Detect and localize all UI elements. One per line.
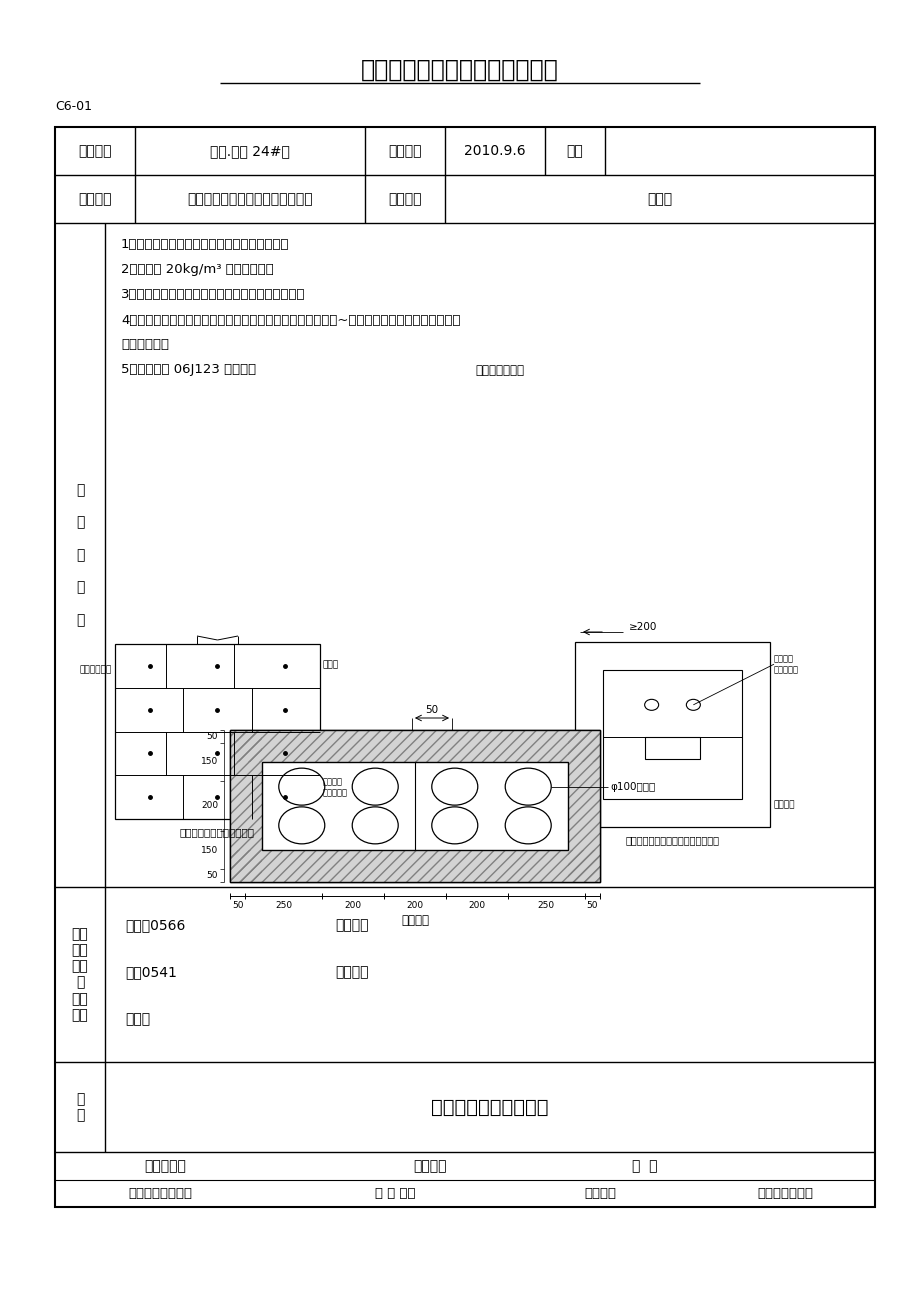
Bar xyxy=(230,850,599,881)
Text: φ100胶粘剂: φ100胶粘剂 xyxy=(609,781,654,792)
Bar xyxy=(115,644,320,819)
Text: 4、网格布均按要求翻包，一层、洞口处采用加强网格布，二~顶层采用一层网格布。网格布已: 4、网格布均按要求翻包，一层、洞口处采用加强网格布，二~顶层采用一层网格布。网格… xyxy=(121,314,460,327)
Bar xyxy=(230,730,599,762)
Text: ≥200: ≥200 xyxy=(629,622,657,631)
Text: 编号: 编号 xyxy=(566,145,583,158)
Text: 经验收合格，同意隐蔽: 经验收合格，同意隐蔽 xyxy=(431,1098,548,1117)
Text: 网格布：: 网格布： xyxy=(335,965,369,979)
Text: 砂：0541: 砂：0541 xyxy=(125,965,176,979)
Text: 200: 200 xyxy=(200,802,218,811)
Text: 监理工程师: 监理工程师 xyxy=(144,1159,186,1173)
Text: 苯板胶：: 苯板胶： xyxy=(335,918,369,932)
Text: 聚苯板洞口四角切割和顶部锚固要求: 聚苯板洞口四角切割和顶部锚固要求 xyxy=(625,835,719,845)
Text: 主要
材料
规格
及
试验
编号: 主要 材料 规格 及 试验 编号 xyxy=(72,927,88,1022)
Text: 扬州裕元建设有限公司齐市分公司: 扬州裕元建设有限公司齐市分公司 xyxy=(187,191,312,206)
Text: 250: 250 xyxy=(537,901,554,910)
Text: 200: 200 xyxy=(468,901,484,910)
Text: 验收时间: 验收时间 xyxy=(388,145,421,158)
Text: 5、施工依据 06J123 定型图。: 5、施工依据 06J123 定型图。 xyxy=(121,363,255,376)
Text: C6-01: C6-01 xyxy=(55,100,92,113)
Text: 尼龙锚栓
或专用锚钉: 尼龙锚栓 或专用锚钉 xyxy=(323,777,347,797)
Text: 聚苯板排列及锚固点布置图: 聚苯板排列及锚固点布置图 xyxy=(180,827,255,837)
Text: 250: 250 xyxy=(275,901,292,910)
Text: 工程名称: 工程名称 xyxy=(78,145,111,158)
Text: 施工技术: 施工技术 xyxy=(413,1159,447,1173)
Text: 1、所用材料均经过进场二次化验合格后使用。: 1、所用材料均经过进场二次化验合格后使用。 xyxy=(121,238,289,251)
Text: 负 责 人：: 负 责 人： xyxy=(374,1186,414,1199)
Text: 50: 50 xyxy=(206,732,218,741)
Bar xyxy=(602,671,742,799)
Text: 依

据

及

内

容: 依 据 及 内 容 xyxy=(75,483,85,626)
Bar xyxy=(574,642,769,827)
Text: 按要求放置。: 按要求放置。 xyxy=(121,339,169,352)
Text: 施  工: 施 工 xyxy=(631,1159,657,1173)
Bar xyxy=(567,730,599,881)
Bar xyxy=(230,730,599,881)
Text: 苯板施工节点图: 苯板施工节点图 xyxy=(475,365,524,378)
Text: （建设单位代表）: （建设单位代表） xyxy=(128,1186,192,1199)
Text: 门窗洞口: 门窗洞口 xyxy=(773,801,795,810)
Bar xyxy=(230,730,262,881)
Text: 正立面: 正立面 xyxy=(647,191,672,206)
Bar xyxy=(644,737,699,759)
Text: 外墙保温隐蔽工程检查验收记录: 外墙保温隐蔽工程检查验收记录 xyxy=(361,59,558,82)
Text: 3、检查平整度、垂直度及阴阳角均符合标准要求。: 3、检查平整度、垂直度及阴阳角均符合标准要求。 xyxy=(121,289,305,302)
Text: 水泥：0566: 水泥：0566 xyxy=(125,918,185,932)
Text: 2、苯板为 20kg/m³ 自熄型板材。: 2、苯板为 20kg/m³ 自熄型板材。 xyxy=(121,263,274,276)
Text: 验收部位: 验收部位 xyxy=(388,191,421,206)
Text: 尼龙锚栓
或专用锚钉: 尼龙锚栓 或专用锚钉 xyxy=(773,655,798,674)
Text: 50: 50 xyxy=(425,704,438,715)
Bar xyxy=(230,730,599,762)
Text: 2010.9.6: 2010.9.6 xyxy=(464,145,526,158)
Text: 聚苯板: 聚苯板 xyxy=(323,660,339,669)
Text: 150: 150 xyxy=(200,846,218,855)
Text: 200: 200 xyxy=(406,901,423,910)
Text: 50: 50 xyxy=(232,901,244,910)
Text: 苯板：: 苯板： xyxy=(125,1012,150,1026)
Text: 结
论: 结 论 xyxy=(75,1092,85,1122)
Bar xyxy=(230,730,599,881)
Text: 50: 50 xyxy=(206,871,218,880)
Bar xyxy=(55,128,874,1207)
Text: 新城.尚品 24#楼: 新城.尚品 24#楼 xyxy=(210,145,289,158)
Text: 点框粘接: 点框粘接 xyxy=(401,914,428,927)
Text: 填写人：程圆圆: 填写人：程圆圆 xyxy=(756,1186,812,1199)
Bar xyxy=(230,730,262,881)
Bar xyxy=(262,762,567,850)
Text: 基层墙体腻子: 基层墙体腻子 xyxy=(80,665,112,674)
Text: 质检员：: 质检员： xyxy=(584,1186,616,1199)
Text: 150: 150 xyxy=(200,758,218,766)
Text: 50: 50 xyxy=(586,901,597,910)
Bar xyxy=(230,850,599,881)
Bar xyxy=(567,730,599,881)
Text: 200: 200 xyxy=(345,901,361,910)
Text: 施工单位: 施工单位 xyxy=(78,191,111,206)
